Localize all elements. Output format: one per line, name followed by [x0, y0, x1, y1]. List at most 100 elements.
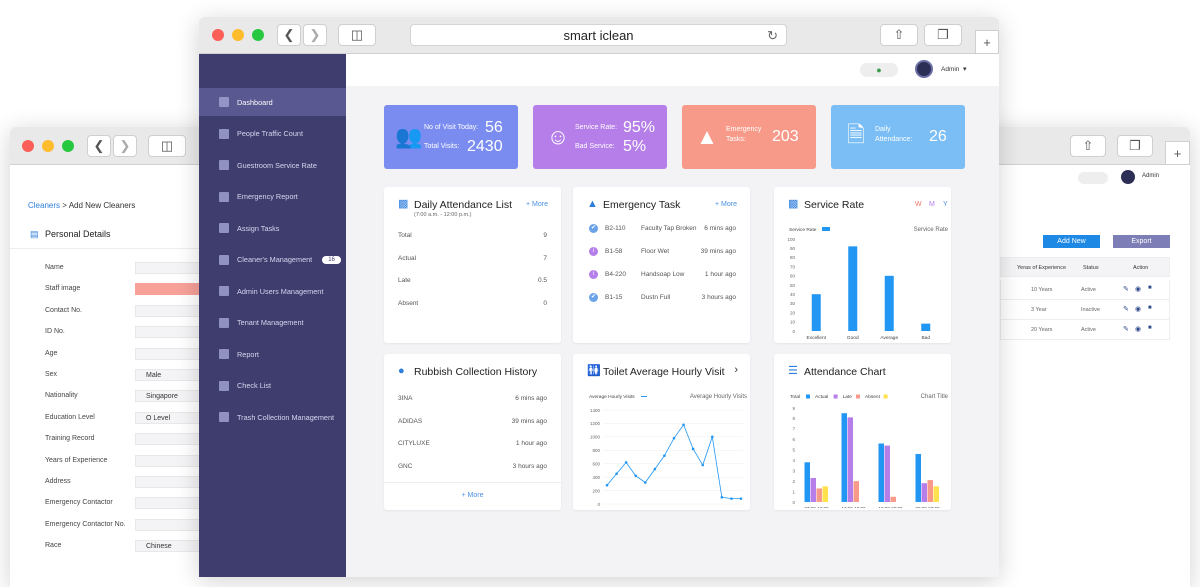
back-user-name[interactable]: Admin: [1142, 173, 1160, 179]
new-tab-icon[interactable]: +: [975, 30, 999, 54]
form-input[interactable]: [135, 454, 205, 467]
forward-arrow-icon[interactable]: ❯: [113, 135, 137, 157]
form-input[interactable]: [135, 433, 205, 446]
list-item[interactable]: i B1-58 Floor Wet 39 mins ago: [589, 247, 736, 258]
room-code: B1-58: [605, 248, 623, 255]
period-week[interactable]: W: [915, 201, 922, 208]
sidebar-item-emergency-report[interactable]: Emergency Report: [199, 183, 346, 211]
sidebar-item-trash-collection-management[interactable]: Trash Collection Management: [199, 403, 346, 431]
period-month[interactable]: M: [929, 201, 935, 208]
form-input[interactable]: Chinese: [135, 540, 205, 553]
back-arrow-icon[interactable]: ❮: [277, 24, 301, 46]
list-item[interactable]: ✔ B1-15 Dustn Full 3 hours ago: [589, 293, 736, 304]
edit-icon[interactable]: ✎: [1123, 306, 1129, 313]
sidebar-item-guestroom-service-rate[interactable]: Guestroom Service Rate: [199, 151, 346, 179]
x-tick-label: 07:00-12:00: [804, 506, 829, 508]
list-item: Late 0.5: [398, 277, 547, 287]
sidebar-item-dashboard[interactable]: Dashboard: [199, 88, 346, 116]
close-dot[interactable]: [212, 29, 224, 41]
attendance-stat-card[interactable]: 🗎 Daily Attendance: 26: [831, 105, 965, 169]
period-year[interactable]: Y: [943, 201, 948, 208]
minimize-dot[interactable]: [42, 140, 54, 152]
edit-icon[interactable]: ✎: [1123, 286, 1129, 293]
reload-icon[interactable]: ↻: [767, 28, 778, 43]
list-item[interactable]: i B4-220 Handsoap Low 1 hour ago: [589, 270, 736, 281]
y-tick-label: 0: [597, 502, 600, 507]
add-new-button[interactable]: Add New: [1043, 235, 1100, 248]
sidebar-item-report[interactable]: Report: [199, 340, 346, 368]
table-row[interactable]: 20 Years Active ✎ ◉ ■: [1000, 320, 1170, 340]
more-link[interactable]: + More: [461, 492, 484, 499]
sidebar-toggle-icon[interactable]: ◫: [338, 24, 376, 46]
sidebar-item-admin-users-management[interactable]: Admin Users Management: [199, 277, 346, 305]
form-input[interactable]: Singapore: [135, 390, 205, 403]
view-icon[interactable]: ◉: [1135, 326, 1142, 333]
toilet-visit-chart: Average Hourly Visits Average Hourly Visi…: [589, 394, 747, 507]
more-link[interactable]: + More: [715, 201, 737, 208]
table-row[interactable]: 10 Years Active ✎ ◉ ■: [1000, 280, 1170, 300]
form-input[interactable]: [135, 476, 205, 488]
export-button[interactable]: Export: [1113, 235, 1170, 248]
notification-bell-icon[interactable]: ●: [860, 63, 898, 77]
tabs-icon[interactable]: ❐: [924, 24, 962, 46]
edit-icon[interactable]: ✎: [1123, 326, 1129, 333]
form-input[interactable]: Male: [135, 369, 205, 381]
count-badge: 16: [322, 255, 341, 264]
address-bar[interactable]: smart iclean ↻: [410, 24, 787, 46]
share-icon[interactable]: ⇧: [1070, 135, 1106, 157]
bar: [878, 443, 884, 502]
more-link[interactable]: + More: [526, 201, 548, 208]
avatar[interactable]: [915, 60, 933, 78]
delete-icon[interactable]: ■: [1148, 305, 1152, 311]
list-item[interactable]: ✔ B2-110 Faculty Tap Broken 6 mins ago: [589, 224, 736, 235]
form-input[interactable]: O Level: [135, 411, 205, 424]
sidebar-toggle-icon[interactable]: ◫: [148, 135, 186, 157]
form-input[interactable]: [135, 304, 205, 317]
table-row[interactable]: 3 Year Inactive ✎ ◉ ■: [1000, 300, 1170, 320]
sidebar-item-label: Cleaner's Management: [237, 255, 313, 264]
sidebar-item-check-list[interactable]: Check List: [199, 372, 346, 400]
share-icon[interactable]: ⇧: [880, 24, 918, 46]
form-input[interactable]: [135, 497, 205, 510]
form-input[interactable]: [135, 326, 205, 339]
emergency-stat-card[interactable]: ▲ Emergency Tasks: 203: [682, 105, 816, 169]
forward-arrow-icon[interactable]: ❯: [303, 24, 327, 46]
close-dot[interactable]: [22, 140, 34, 152]
sidebar-item-tenant-management[interactable]: Tenant Management: [199, 309, 346, 337]
breadcrumb-link[interactable]: Cleaners: [28, 201, 61, 210]
bar: [804, 462, 810, 502]
user-name[interactable]: Admin: [941, 66, 960, 73]
form-input[interactable]: [135, 283, 205, 296]
sidebar-item-cleaner-s-management[interactable]: Cleaner's Management 16: [199, 246, 346, 274]
visits-stat-card[interactable]: 👥 No of Visit Today: Total Visits: 56 2430: [384, 105, 518, 169]
alarm-icon: ▲: [696, 124, 718, 149]
tabs-icon[interactable]: ❐: [1117, 135, 1153, 157]
field-label: Emergency Contactor: [45, 499, 113, 507]
visits-today-value: 56: [485, 119, 503, 136]
view-icon[interactable]: ◉: [1135, 306, 1142, 313]
sidebar-item-people-traffic-count[interactable]: People Traffic Count: [199, 120, 346, 148]
bar: [811, 294, 821, 331]
sidebar-item-assign-tasks[interactable]: Assign Tasks: [199, 214, 346, 242]
delete-icon[interactable]: ■: [1148, 325, 1152, 331]
people-icon: 👥: [395, 124, 423, 149]
form-input[interactable]: [135, 518, 205, 531]
new-tab-icon[interactable]: +: [1165, 141, 1190, 165]
y-tick-label: 800: [592, 448, 600, 453]
maximize-dot[interactable]: [62, 140, 74, 152]
delete-icon[interactable]: ■: [1148, 285, 1152, 291]
emergency-task-card: ▲ Emergency Task + More ✔ B2-110 Faculty T…: [573, 187, 750, 343]
chevron-right-icon[interactable]: ›: [734, 364, 738, 376]
avatar[interactable]: [1121, 170, 1135, 184]
view-icon[interactable]: ◉: [1135, 286, 1142, 293]
row-label: 3INA: [398, 395, 413, 402]
minimize-dot[interactable]: [232, 29, 244, 41]
chevron-down-icon[interactable]: ▾: [963, 66, 967, 73]
sidebar-item-label: Tenant Management: [237, 318, 304, 327]
form-input[interactable]: [135, 262, 205, 274]
maximize-dot[interactable]: [252, 29, 264, 41]
form-input[interactable]: [135, 347, 205, 360]
notification-bell-icon[interactable]: [1078, 172, 1108, 184]
back-arrow-icon[interactable]: ❮: [87, 135, 111, 157]
service-stat-card[interactable]: ☺ Service Rate: Bad Service: 95% 5%: [533, 105, 667, 169]
